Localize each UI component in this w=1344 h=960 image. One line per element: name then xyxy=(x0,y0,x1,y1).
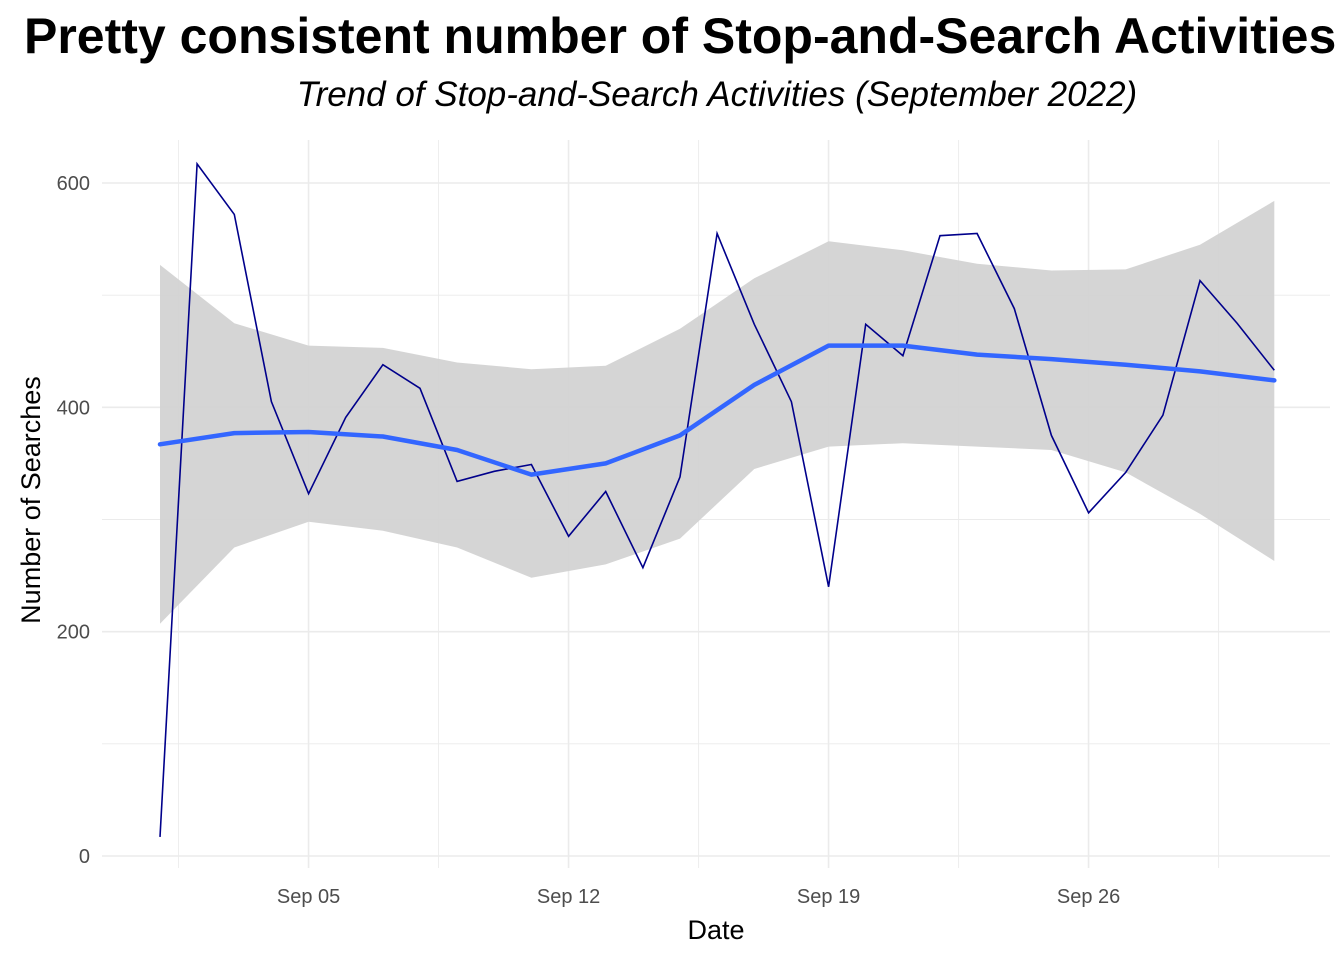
y-axis-ticks: 0 200 400 600 xyxy=(57,173,90,868)
chart-subtitle: Trend of Stop-and-Search Activities (Sep… xyxy=(296,75,1138,114)
y-axis-label: Number of Searches xyxy=(16,376,46,624)
daily-searches-line xyxy=(159,161,1275,837)
chart-title: Pretty consistent number of Stop-and-Sea… xyxy=(24,8,1337,64)
y-tick-label: 600 xyxy=(57,173,90,195)
smoothed-trend-line xyxy=(157,343,1277,477)
y-tick-label: 400 xyxy=(57,397,90,419)
x-axis-label: Date xyxy=(687,915,744,945)
x-tick-label: Sep 26 xyxy=(1057,886,1120,908)
x-tick-label: Sep 12 xyxy=(537,886,600,908)
x-axis-ticks: Sep 05 Sep 12 Sep 19 Sep 26 xyxy=(277,886,1120,908)
y-tick-label: 0 xyxy=(79,846,90,868)
y-tick-label: 200 xyxy=(57,622,90,644)
x-tick-label: Sep 05 xyxy=(277,886,340,908)
x-tick-label: Sep 19 xyxy=(797,886,860,908)
